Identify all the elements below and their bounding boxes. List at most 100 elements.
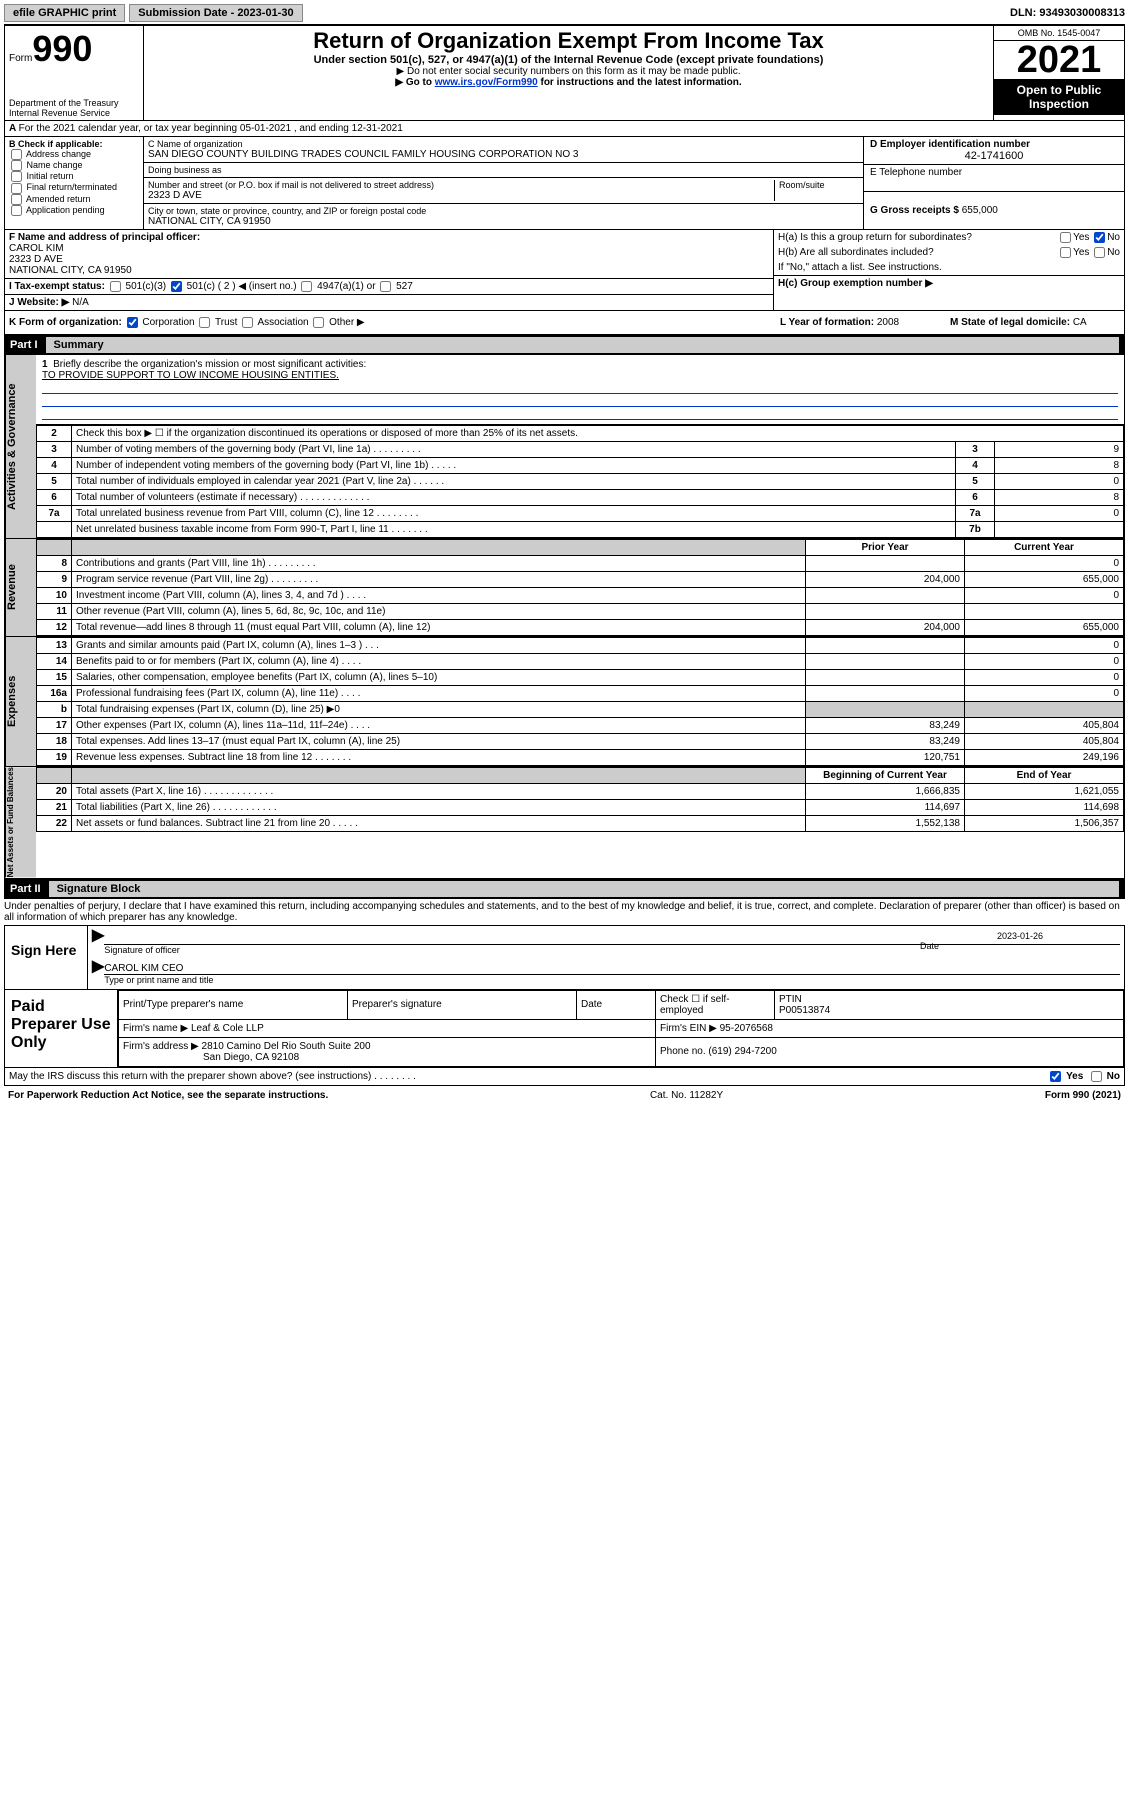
- efile-button[interactable]: efile GRAPHIC print: [4, 4, 125, 22]
- g-box: G Gross receipts $ 655,000: [864, 192, 1124, 218]
- sig-date: 2023-01-26: [920, 931, 1120, 941]
- mission-text: TO PROVIDE SUPPORT TO LOW INCOME HOUSING…: [42, 370, 339, 381]
- rev-row-10: 10Investment income (Part VIII, column (…: [37, 588, 1124, 604]
- form-prefix: Form: [9, 53, 32, 64]
- dba-box: Doing business as: [144, 163, 863, 178]
- check-501c[interactable]: [171, 281, 182, 292]
- form-title: Return of Organization Exempt From Incom…: [150, 28, 987, 54]
- left-fij: F Name and address of principal officer:…: [5, 230, 773, 310]
- discuss-no[interactable]: [1091, 1071, 1102, 1082]
- sign-right: ▶ Signature of officer 2023-01-26 Date ▶…: [88, 926, 1124, 989]
- city-label: City or town, state or province, country…: [148, 206, 859, 216]
- officer-addr2: NATIONAL CITY, CA 91950: [9, 265, 132, 276]
- k-corporation[interactable]: [127, 317, 138, 328]
- exp-row-16a: 16aProfessional fundraising fees (Part I…: [37, 686, 1124, 702]
- gov-tab: Activities & Governance: [5, 355, 36, 538]
- k-trust[interactable]: [199, 317, 210, 328]
- l-box: L Year of formation: 2008: [780, 317, 950, 328]
- check-4947[interactable]: [301, 281, 312, 292]
- street-box: Number and street (or P.O. box if mail i…: [144, 178, 863, 204]
- ein-value: 42-1741600: [870, 150, 1118, 162]
- exp-row-15: 15Salaries, other compensation, employee…: [37, 670, 1124, 686]
- officer-name-title: CAROL KIM CEO: [104, 963, 1120, 974]
- submission-date-button[interactable]: Submission Date - 2023-01-30: [129, 4, 302, 22]
- section-bcde: B Check if applicable: Address change Na…: [4, 137, 1125, 230]
- hc-box: H(c) Group exemption number ▶: [774, 275, 1124, 291]
- ha-label: H(a) Is this a group return for subordin…: [778, 232, 972, 243]
- hb-box: H(b) Are all subordinates included? Yes …: [774, 245, 1124, 260]
- exp-row-16b: bTotal fundraising expenses (Part IX, co…: [37, 702, 1124, 718]
- net-row-21: 21Total liabilities (Part X, line 26) . …: [37, 800, 1124, 816]
- discuss-text: May the IRS discuss this return with the…: [9, 1071, 416, 1082]
- check-527[interactable]: [380, 281, 391, 292]
- part2-title: Signature Block: [49, 881, 1119, 897]
- gov-row-7a: 7aTotal unrelated business revenue from …: [37, 506, 1124, 522]
- sign-block: Sign Here ▶ Signature of officer 2023-01…: [4, 925, 1125, 990]
- rev-row-11: 11Other revenue (Part VIII, column (A), …: [37, 604, 1124, 620]
- gov-row-7b: Net unrelated business taxable income fr…: [37, 522, 1124, 538]
- j-label: J Website: ▶: [9, 297, 69, 308]
- firm-name: Leaf & Cole LLP: [191, 1023, 264, 1034]
- officer-addr1: 2323 D AVE: [9, 254, 63, 265]
- check-final-return[interactable]: Final return/terminated: [9, 182, 139, 193]
- discuss-row: May the IRS discuss this return with the…: [4, 1068, 1125, 1086]
- open-public-badge: Open to Public Inspection: [994, 79, 1124, 115]
- date-label: Date: [920, 941, 939, 951]
- gov-row-3: 3Number of voting members of the governi…: [37, 442, 1124, 458]
- eoy-header: End of Year: [965, 768, 1124, 784]
- ha-yes[interactable]: [1060, 232, 1071, 243]
- hc-label: H(c) Group exemption number ▶: [778, 278, 933, 289]
- firm-name-cell: Firm's name ▶ Leaf & Cole LLP: [119, 1019, 656, 1037]
- discuss-yes[interactable]: [1050, 1071, 1061, 1082]
- dept-label: Department of the Treasury: [9, 98, 139, 108]
- ha-no[interactable]: [1094, 232, 1105, 243]
- goto-suffix: for instructions and the latest informat…: [538, 77, 742, 88]
- irs-link[interactable]: www.irs.gov/Form990: [435, 77, 538, 88]
- b-label: B Check if applicable:: [9, 139, 103, 149]
- check-name-change[interactable]: Name change: [9, 160, 139, 171]
- part1-bar: Part I Summary: [4, 335, 1125, 355]
- k-other[interactable]: [313, 317, 324, 328]
- paid-right: Print/Type preparer's name Preparer's si…: [118, 990, 1124, 1067]
- rev-tab: Revenue: [5, 539, 36, 636]
- prep-sig-header: Preparer's signature: [348, 990, 577, 1019]
- mission-block: 1 Briefly describe the organization's mi…: [36, 355, 1124, 425]
- firm-ein: 95-2076568: [720, 1023, 773, 1034]
- part1-label: Part I: [10, 339, 46, 351]
- exp-row-19: 19Revenue less expenses. Subtract line 1…: [37, 750, 1124, 766]
- check-amended-return[interactable]: Amended return: [9, 194, 139, 205]
- check-initial-return[interactable]: Initial return: [9, 171, 139, 182]
- gov-row-4: 4Number of independent voting members of…: [37, 458, 1124, 474]
- hb-no[interactable]: [1094, 247, 1105, 258]
- exp-row-18: 18Total expenses. Add lines 13–17 (must …: [37, 734, 1124, 750]
- paid-preparer-block: Paid Preparer Use Only Print/Type prepar…: [4, 990, 1125, 1068]
- ha-box: H(a) Is this a group return for subordin…: [774, 230, 1124, 245]
- row-a: A For the 2021 calendar year, or tax yea…: [4, 121, 1125, 137]
- print-name-header: Print/Type preparer's name: [119, 990, 348, 1019]
- col-de: D Employer identification number 42-1741…: [863, 137, 1124, 229]
- form-subtitle-2: ▶ Do not enter social security numbers o…: [150, 66, 987, 77]
- check-address-change[interactable]: Address change: [9, 149, 139, 160]
- net-table: Beginning of Current YearEnd of Year 20T…: [36, 767, 1124, 832]
- g-label: G Gross receipts $: [870, 205, 959, 216]
- hb-yes[interactable]: [1060, 247, 1071, 258]
- exp-table: 13Grants and similar amounts paid (Part …: [36, 637, 1124, 766]
- year-formation: 2008: [877, 317, 899, 328]
- summary-gov: Activities & Governance 1 Briefly descri…: [4, 355, 1125, 539]
- city-state-zip: NATIONAL CITY, CA 91950: [148, 216, 859, 227]
- check-application-pending[interactable]: Application pending: [9, 205, 139, 216]
- k-association[interactable]: [242, 317, 253, 328]
- officer-name: CAROL KIM: [9, 243, 64, 254]
- footer-left: For Paperwork Reduction Act Notice, see …: [8, 1090, 328, 1101]
- right-h: H(a) Is this a group return for subordin…: [773, 230, 1124, 310]
- m-label: M State of legal domicile:: [950, 317, 1070, 328]
- d-box: D Employer identification number 42-1741…: [864, 137, 1124, 165]
- sign-arrow-icon-2: ▶: [92, 961, 104, 985]
- firm-addr-cell: Firm's address ▶ 2810 Camino Del Rio Sou…: [119, 1037, 656, 1066]
- check-501c3[interactable]: [110, 281, 121, 292]
- i-box: I Tax-exempt status: 501(c)(3) 501(c) ( …: [5, 279, 773, 295]
- self-employed-check[interactable]: Check ☐ if self-employed: [656, 990, 775, 1019]
- org-name: SAN DIEGO COUNTY BUILDING TRADES COUNCIL…: [148, 149, 859, 160]
- section-klm: K Form of organization: Corporation Trus…: [4, 311, 1125, 335]
- room-label: Room/suite: [774, 180, 859, 201]
